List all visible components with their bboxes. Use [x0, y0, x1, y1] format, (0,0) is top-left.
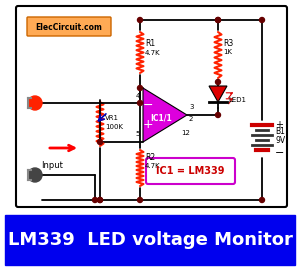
- Text: −: −: [275, 148, 284, 158]
- Text: 3: 3: [189, 104, 194, 110]
- Text: −: −: [143, 98, 153, 111]
- Text: 9V: 9V: [275, 136, 285, 145]
- Text: 12: 12: [181, 130, 190, 136]
- FancyBboxPatch shape: [146, 158, 235, 184]
- Text: 100K: 100K: [105, 124, 123, 130]
- Circle shape: [137, 101, 142, 105]
- Circle shape: [215, 18, 220, 22]
- Text: 1K: 1K: [223, 49, 232, 55]
- Circle shape: [260, 18, 265, 22]
- Circle shape: [215, 18, 220, 22]
- Circle shape: [215, 112, 220, 118]
- Text: B1: B1: [275, 127, 285, 136]
- FancyBboxPatch shape: [27, 17, 111, 36]
- Text: +: +: [143, 118, 153, 131]
- Text: 5: 5: [136, 131, 140, 137]
- FancyBboxPatch shape: [16, 6, 287, 207]
- Circle shape: [137, 18, 142, 22]
- Text: R1: R1: [145, 38, 155, 47]
- Text: LED1: LED1: [228, 97, 246, 103]
- Circle shape: [92, 198, 98, 202]
- Circle shape: [98, 198, 103, 202]
- Text: R2: R2: [145, 153, 155, 162]
- Circle shape: [28, 96, 42, 110]
- Text: 4.7K: 4.7K: [145, 163, 161, 169]
- Text: VR1: VR1: [105, 115, 119, 121]
- Circle shape: [137, 85, 142, 91]
- Text: Input: Input: [41, 160, 63, 169]
- Circle shape: [98, 140, 103, 144]
- Text: 4.7K: 4.7K: [145, 50, 161, 56]
- Text: R3: R3: [223, 38, 233, 47]
- Text: LM339  LED voltage Monitor: LM339 LED voltage Monitor: [8, 231, 292, 249]
- Bar: [5, 215, 295, 265]
- Text: ElecCircuit.com: ElecCircuit.com: [36, 22, 102, 31]
- Text: 2: 2: [189, 116, 194, 122]
- Polygon shape: [143, 88, 187, 142]
- Circle shape: [215, 79, 220, 85]
- Circle shape: [28, 168, 42, 182]
- Circle shape: [137, 198, 142, 202]
- Circle shape: [98, 198, 103, 202]
- Text: 4: 4: [136, 93, 140, 99]
- Text: +: +: [275, 120, 283, 130]
- Circle shape: [260, 198, 265, 202]
- Text: IC1/1: IC1/1: [150, 114, 172, 122]
- Text: IC1 = LM339: IC1 = LM339: [156, 166, 224, 176]
- Polygon shape: [209, 86, 227, 102]
